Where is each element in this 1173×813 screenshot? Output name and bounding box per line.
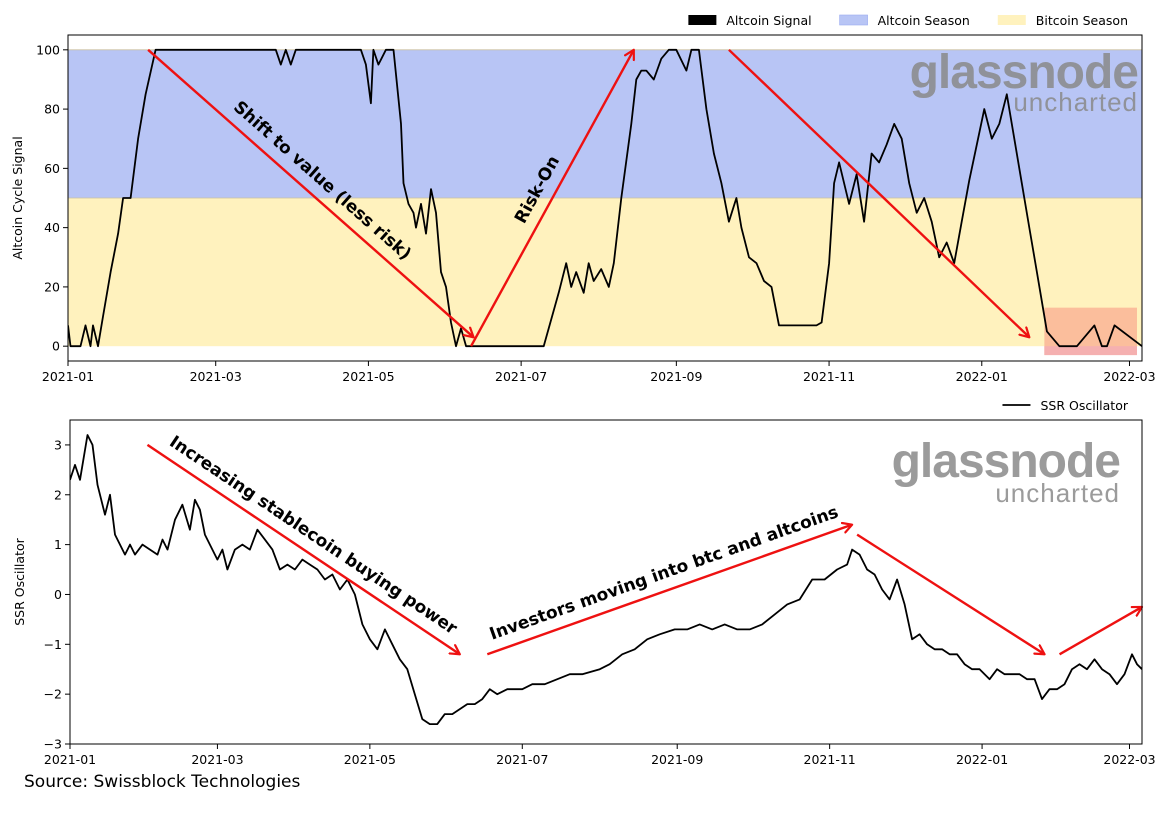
y-tick-label: −3 [44,737,62,752]
y-tick-label: 1 [54,537,62,552]
annotation-arrow [486,525,852,656]
x-tick-label: 2021-09 [650,369,702,384]
annotation-arrow [728,48,1029,337]
watermark-brand: glassnode [910,46,1139,99]
x-tick-label: 2022-03 [1103,752,1155,767]
series-line-ssr-oscillator [70,434,1142,725]
x-tick-label: 2021-07 [495,369,547,384]
y-tick-label: 80 [44,102,60,117]
band-altcoin-season [68,49,1142,199]
highlight-region-lower [1044,346,1137,356]
legend-label: Bitcoin Season [1036,13,1128,28]
annotation-arrow [856,533,1044,655]
x-tick-label: 2021-07 [496,752,548,767]
y-tick-label: 60 [44,161,60,176]
legend-label: Altcoin Signal [726,13,811,28]
x-tick-label: 2021-01 [44,752,96,767]
watermark-brand: glassnode [892,435,1121,488]
legend-swatch [839,14,868,26]
axes-frame [67,34,1143,362]
annotation-arrow [147,48,473,337]
legend-swatch [688,15,717,25]
y-axis-label: SSR Oscillator [12,537,27,625]
x-tick-label: 2021-05 [342,369,394,384]
legend-label: Altcoin Season [878,13,970,28]
annotation-arrow [146,443,459,654]
y-tick-label: 40 [44,220,60,235]
annotation-arrow [470,50,634,347]
watermark-sub: uncharted [1013,87,1138,117]
annotation-label: Investors moving into btc and altcoins [487,502,841,644]
y-tick-label: 100 [36,42,60,57]
x-tick-label: 2021-01 [42,369,94,384]
x-tick-label: 2021-03 [191,752,243,767]
legend-label: SSR Oscillator [1040,398,1128,413]
x-tick-label: 2022-01 [956,752,1008,767]
y-tick-label: 20 [44,279,60,294]
x-tick-label: 2022-03 [1103,369,1155,384]
annotation-arrow [1058,607,1142,656]
y-tick-label: −1 [44,637,62,652]
x-tick-label: 2021-09 [651,752,703,767]
watermark-sub: uncharted [995,478,1120,508]
band-bitcoin-season [68,198,1142,347]
y-tick-label: 0 [54,587,62,602]
series-line-altcoin-signal [68,48,1142,348]
x-tick-label: 2021-03 [190,369,242,384]
axes-frame [69,419,1143,745]
y-axis-label: Altcoin Cycle Signal [10,136,25,259]
y-tick-label: 0 [52,339,60,354]
annotation-label: Increasing stablecoin buying power [166,432,461,639]
y-tick-label: 2 [54,487,62,502]
y-tick-label: 3 [54,437,62,452]
y-tick-label: −2 [44,687,62,702]
source-caption: Source: Swissblock Technologies [24,772,301,792]
x-tick-label: 2021-05 [344,752,396,767]
x-tick-label: 2021-11 [804,752,856,767]
x-tick-label: 2022-01 [956,369,1008,384]
x-tick-label: 2021-11 [803,369,855,384]
legend-swatch [997,15,1026,25]
